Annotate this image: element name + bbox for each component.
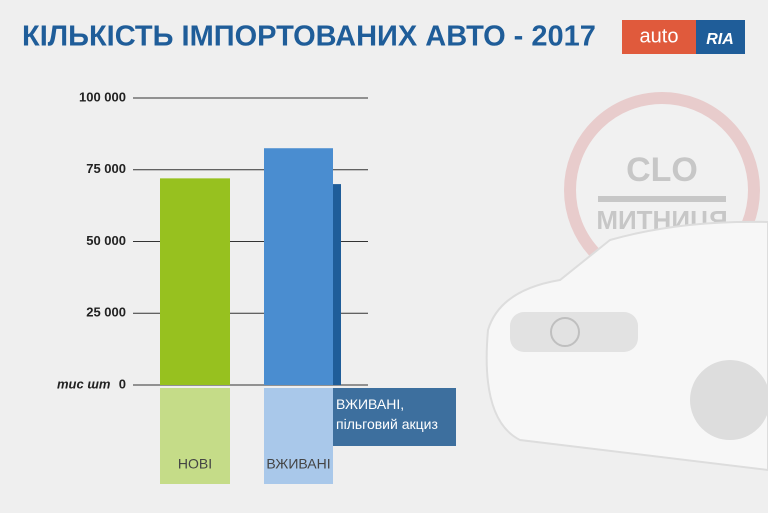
logo-text: auto: [640, 25, 679, 47]
category-box: [160, 388, 230, 484]
y-tick-label: 25 000: [86, 305, 126, 320]
category-label: НОВІ: [178, 456, 212, 472]
stamp-text: CLO: [626, 151, 698, 189]
y-tick-label: 100 000: [79, 89, 126, 104]
category-box: [333, 388, 456, 446]
chart-title: КІЛЬКІСТЬ ІМПОРТОВАНИХ АВТО - 2017: [22, 21, 596, 53]
y-tick-label: 50 000: [86, 233, 126, 248]
bar: [264, 148, 333, 385]
bar: [333, 184, 341, 385]
y-unit: тис шт: [57, 376, 111, 391]
category-label: ВЖИВАНІ: [266, 456, 330, 472]
y-tick-label: 75 000: [86, 161, 126, 176]
logo-box: [696, 20, 745, 54]
bar: [160, 178, 230, 385]
y-tick-label: 0: [119, 376, 126, 391]
category-box: [264, 388, 333, 484]
background-art: CLO МИТНИЦЯ: [485, 92, 768, 472]
category-label: ВЖИВАНІ, пільговий акциз: [336, 396, 438, 432]
logo-text: RIA: [706, 31, 734, 48]
logo-box: [622, 20, 696, 54]
